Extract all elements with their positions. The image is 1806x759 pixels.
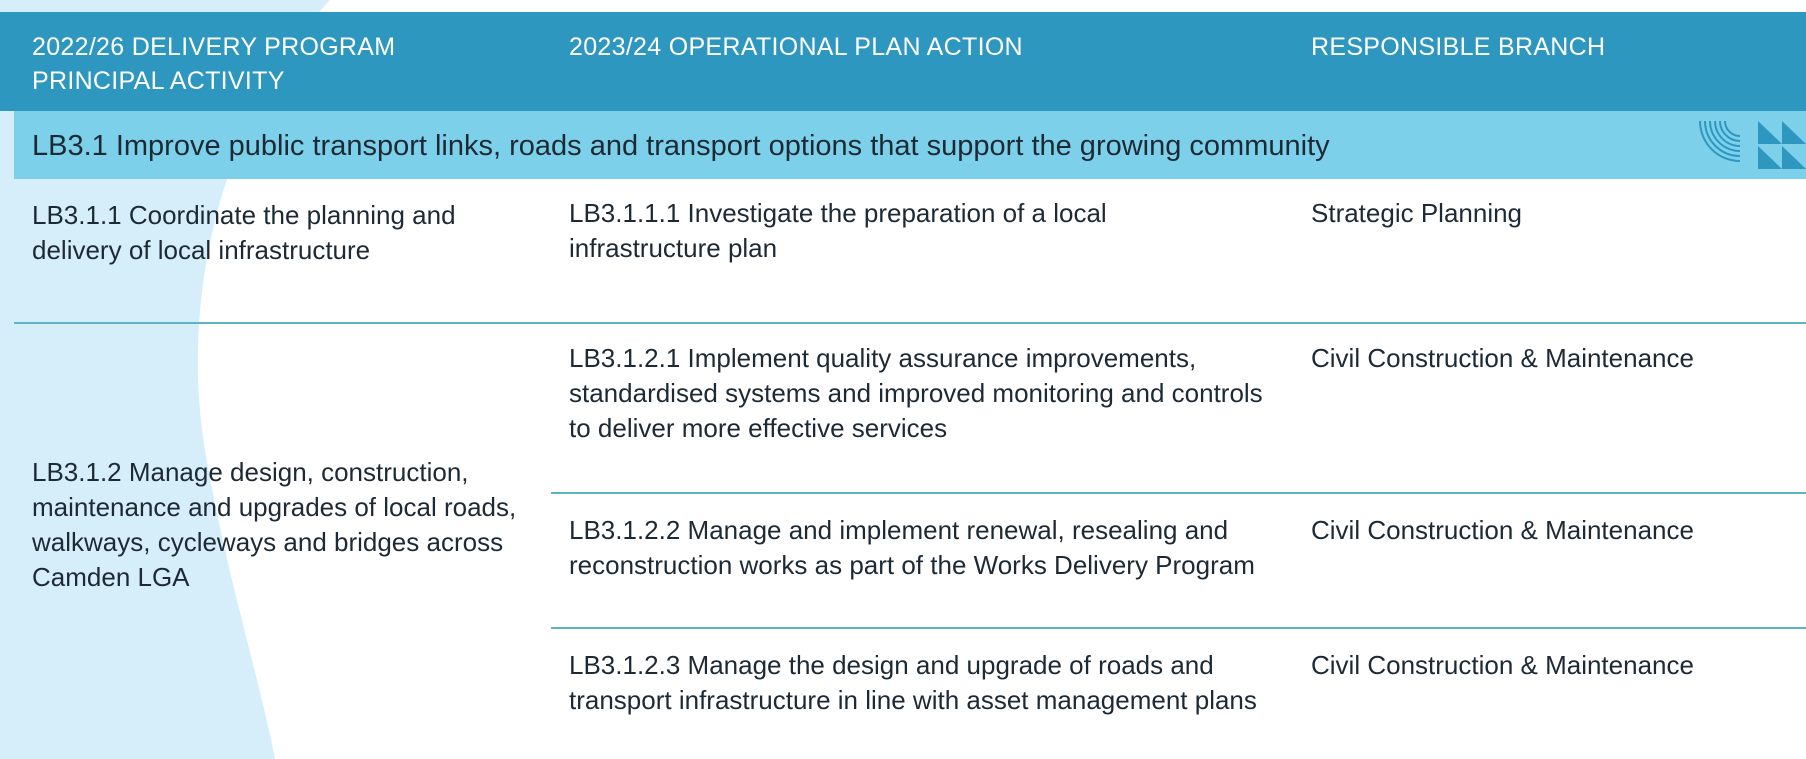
header-cell: 2022/26 DELIVERY PROGRAM PRINCIPAL ACTIV… (32, 30, 502, 98)
branch: Civil Construction & Maintenance (1311, 513, 1806, 548)
row-divider (14, 322, 1806, 324)
row-divider (551, 627, 1806, 629)
header-cell: RESPONSIBLE BRANCH (1311, 30, 1791, 64)
page: 2022/26 DELIVERY PROGRAM PRINCIPAL ACTIV… (0, 0, 1806, 759)
activity: LB3.1.2 Manage design, construction, mai… (32, 455, 542, 595)
row-divider (551, 492, 1806, 494)
action: LB3.1.2.3 Manage the design and upgrade … (569, 648, 1279, 718)
branch: Civil Construction & Maintenance (1311, 648, 1806, 683)
action: LB3.1.2.1 Implement quality assurance im… (569, 341, 1279, 446)
header-cell: 2023/24 OPERATIONAL PLAN ACTION (569, 30, 1169, 64)
decorative-icon (1690, 116, 1806, 176)
branch: Civil Construction & Maintenance (1311, 341, 1806, 376)
action: LB3.1.1.1 Investigate the preparation of… (569, 196, 1209, 266)
branch: Strategic Planning (1311, 196, 1801, 231)
action: LB3.1.2.2 Manage and implement renewal, … (569, 513, 1279, 583)
activity: LB3.1.1 Coordinate the planning and deli… (32, 198, 472, 268)
section-title: LB3.1 Improve public transport links, ro… (32, 129, 1330, 163)
